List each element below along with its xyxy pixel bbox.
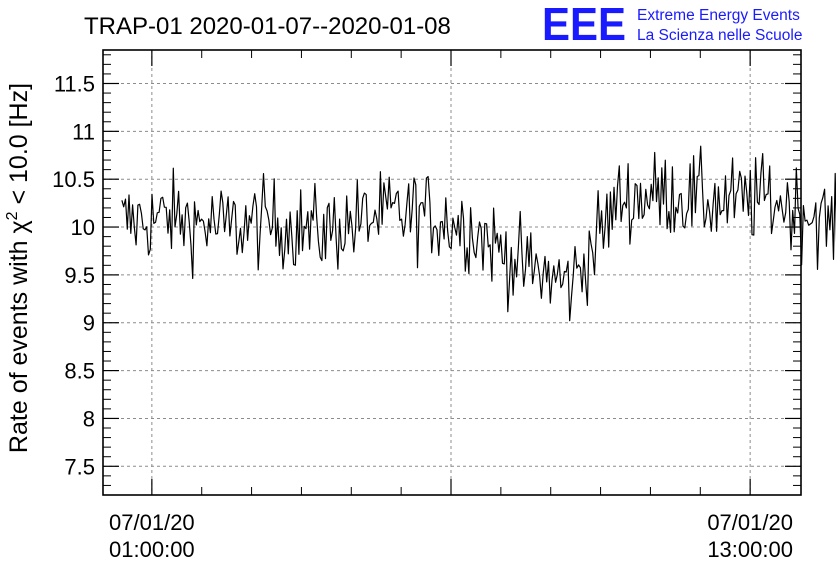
axis-ticks: [103, 50, 801, 496]
rate-series-line: [121, 145, 836, 322]
plot-frame: [102, 49, 802, 496]
x-tick-label-date: 07/01/20: [109, 510, 195, 535]
y-tick-label: 10: [71, 215, 95, 240]
x-tick-label-time: 13:00:00: [707, 537, 793, 562]
x-tick-label-date: 07/01/20: [707, 510, 793, 535]
y-tick-label: 9.5: [64, 263, 95, 288]
y-axis-label-suffix: < 10.0 [Hz]: [5, 83, 33, 212]
chart-title: TRAP-01 2020-01-07--2020-01-08: [84, 13, 451, 40]
y-axis-label: Rate of events with χ2 < 10.0 [Hz]: [4, 83, 33, 453]
y-axis-label-sup: 2: [4, 211, 21, 220]
eee-logo: EEE Extreme Energy Events La Scienza nel…: [542, 0, 802, 50]
x-tick-label-time: 01:00:00: [109, 537, 195, 562]
y-tick-label: 9: [83, 311, 95, 336]
y-tick-label: 8.5: [64, 359, 95, 384]
y-tick-label: 7.5: [64, 454, 95, 479]
tick-labels: 7.588.599.51010.51111.507/01/2001:00:000…: [52, 71, 793, 562]
y-tick-label: 8: [83, 406, 95, 431]
y-axis-label-prefix: Rate of events with: [5, 234, 33, 454]
grid-lines: [103, 50, 801, 495]
y-tick-label: 10.5: [52, 167, 95, 192]
y-axis-label-chi: χ: [5, 220, 33, 233]
logo-line-1: Extreme Energy Events: [637, 7, 800, 24]
y-tick-label: 11.5: [54, 71, 95, 96]
data-layer: [121, 145, 836, 322]
logo-line-2: La Scienza nelle Scuole: [637, 27, 802, 44]
y-tick-label: 11: [72, 119, 95, 144]
logo-letters: EEE: [542, 0, 626, 50]
